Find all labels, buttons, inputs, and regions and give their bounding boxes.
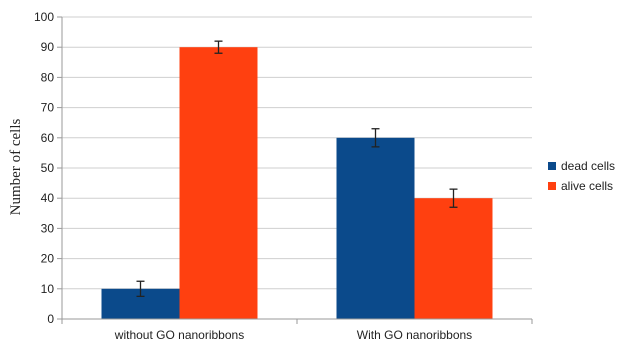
- y-tick-label: 100: [34, 10, 54, 24]
- legend-label: alive cells: [561, 179, 613, 193]
- y-tick-label: 60: [41, 131, 55, 145]
- legend-label: dead cells: [561, 159, 615, 173]
- y-tick-label: 0: [47, 312, 54, 326]
- y-tick-label: 90: [41, 40, 55, 54]
- legend-swatch: [548, 162, 556, 170]
- y-tick-label: 40: [41, 191, 55, 205]
- bar: [336, 137, 415, 319]
- legend-swatch: [548, 182, 556, 190]
- x-category-label: without GO nanoribbons: [114, 328, 244, 342]
- gridlines: [62, 16, 532, 290]
- bar: [414, 198, 493, 319]
- bars: [101, 47, 493, 319]
- y-tick-label: 20: [41, 252, 55, 266]
- axes: 0 10 20 30 40 50 60 70 80 90 100 without GO nanorib…: [34, 10, 533, 342]
- y-tick-label: 30: [41, 221, 55, 235]
- y-tick-label: 70: [41, 101, 55, 115]
- y-tick-label: 50: [41, 161, 55, 175]
- legend: dead cells alive cells: [548, 159, 615, 193]
- x-category-label: With GO nanoribbons: [357, 328, 472, 342]
- y-tick-label: 10: [41, 282, 55, 296]
- y-tick-label: 80: [41, 70, 55, 84]
- y-axis-label: Number of cells: [8, 119, 24, 216]
- bar: [179, 47, 258, 319]
- error-bars: [136, 40, 458, 298]
